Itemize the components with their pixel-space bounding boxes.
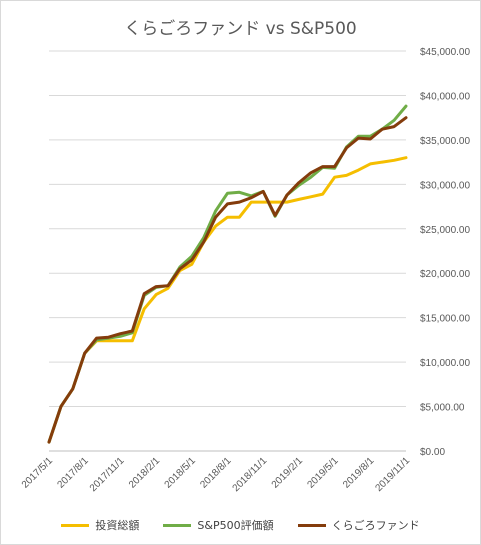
legend-label: くらごろファンド [331,519,420,532]
x-tick-label: 2018/8/1 [198,455,234,491]
series-line [47,156,408,444]
x-tick-label: 2017/8/1 [56,455,92,491]
legend-swatch [163,523,192,527]
y-tick-label: $15,000.00 [420,314,470,325]
y-tick-label: $45,000.00 [420,47,470,58]
x-tick-label: 2018/5/1 [163,455,199,491]
legend-label: S&P500評価額 [197,519,274,532]
x-tick-label: 2017/5/1 [20,455,56,491]
y-tick-label: $20,000.00 [420,269,470,280]
y-tick-label: $30,000.00 [420,180,470,191]
y-tick-label: $0.00 [420,447,445,458]
x-tick-label: 2019/2/1 [270,455,306,491]
legend-swatch [61,523,90,527]
x-tick-label: 2019/5/1 [305,455,341,491]
legend-item: くらごろファンド [297,517,420,533]
y-tick-label: $5,000.00 [420,403,465,414]
series-line [47,104,408,444]
legend-label: 投資総額 [95,519,140,532]
legend: 投資総額 S&P500評価額 くらごろファンド [1,517,480,533]
series-line [47,116,408,444]
x-tick-label: 2019/8/1 [341,455,377,491]
x-tick-label: 2017/11/1 [88,455,127,494]
legend-item: S&P500評価額 [163,517,274,533]
x-tick-label: 2018/2/1 [127,455,163,491]
y-tick-label: $10,000.00 [420,358,470,369]
y-tick-label: $40,000.00 [420,91,470,102]
legend-swatch [297,523,326,527]
chart-title: くらごろファンド vs S&P500 [124,19,357,39]
y-tick-label: $35,000.00 [420,136,470,147]
x-tick-label: 2019/11/1 [373,455,412,494]
legend-item: 投資総額 [61,517,139,533]
x-tick-label: 2018/11/1 [231,455,270,494]
y-tick-label: $25,000.00 [420,225,470,236]
